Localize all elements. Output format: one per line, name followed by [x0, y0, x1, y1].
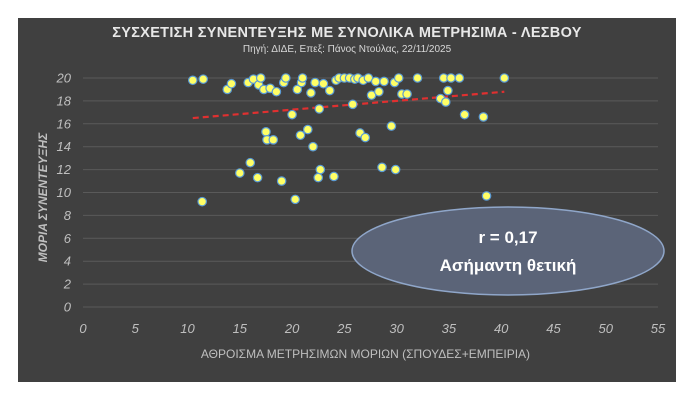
data-point — [499, 73, 510, 83]
data-point — [377, 162, 387, 173]
data-point — [402, 89, 412, 99]
y-tick-label: 8 — [64, 208, 72, 223]
data-point — [310, 77, 320, 88]
data-point — [252, 172, 263, 183]
data-point — [290, 194, 301, 205]
data-point — [318, 78, 329, 89]
chart-subtitle: Πηγή: ΔΙΔΕ, Επεξ: Πάνος Ντούλας, 22/11/2… — [242, 44, 452, 55]
data-point — [446, 73, 456, 83]
data-point — [481, 191, 492, 201]
y-tick-label: 12 — [57, 162, 72, 177]
data-point — [454, 73, 465, 83]
data-point — [268, 135, 279, 145]
correlation-callout — [351, 206, 665, 296]
y-tick-label: 18 — [57, 93, 72, 108]
data-point — [347, 99, 358, 110]
data-point — [440, 97, 451, 107]
x-tick-label: 25 — [336, 321, 352, 336]
data-point — [281, 73, 291, 83]
data-point — [306, 88, 316, 98]
data-point — [197, 196, 207, 207]
data-point — [198, 74, 209, 84]
data-point — [313, 172, 324, 183]
y-tick-label: 20 — [56, 71, 72, 86]
data-point — [374, 86, 384, 97]
y-tick-label: 4 — [64, 254, 71, 269]
data-point — [255, 73, 266, 83]
data-point — [459, 109, 470, 120]
data-point — [314, 104, 325, 114]
correlation-value: r = 0,17 — [478, 228, 537, 247]
correlation-description: Ασήμαντη θετική — [440, 256, 577, 275]
data-point — [261, 127, 271, 137]
data-point — [187, 75, 198, 86]
data-point — [271, 86, 282, 97]
data-point — [297, 73, 308, 83]
y-tick-label: 10 — [57, 185, 72, 200]
y-tick-label: 14 — [57, 139, 71, 154]
data-point — [386, 121, 397, 131]
x-tick-label: 50 — [598, 321, 613, 336]
x-tick-label: 0 — [79, 321, 87, 336]
x-axis-title: ΑΘΡΟΙΣΜΑ ΜΕΤΡΗΣΙΜΩΝ ΜΟΡΙΩΝ (ΣΠΟΥΔΕΣ+ΕΜΠΕ… — [201, 347, 530, 361]
data-point — [226, 78, 237, 89]
x-tick-label: 20 — [284, 321, 300, 336]
data-points — [187, 73, 510, 207]
data-point — [360, 132, 371, 143]
data-point — [393, 73, 404, 83]
trendline — [192, 90, 505, 120]
x-tick-label: 35 — [442, 321, 457, 336]
y-tick-labels: 0 2 4 6 8 10 12 14 16 18 20 — [56, 71, 72, 315]
x-tick-labels: 0 5 10 15 20 25 30 35 40 45 50 55 — [79, 321, 666, 336]
data-point — [443, 85, 453, 96]
y-tick-label: 6 — [64, 231, 72, 246]
x-tick-label: 30 — [389, 321, 404, 336]
x-tick-label: 40 — [494, 321, 509, 336]
data-point — [390, 164, 401, 175]
data-point — [412, 73, 423, 83]
y-tick-label: 0 — [64, 300, 72, 315]
data-point — [295, 130, 306, 141]
x-tick-label: 10 — [180, 321, 195, 336]
y-axis-title: ΜΟΡΙΑ ΣΥΝΕΝΤΕΥΞΗΣ — [36, 132, 50, 263]
chart-title: ΣΥΣΧΕΤΙΣΗ ΣΥΝΕΝΤΕΥΞΗΣ ΜΕ ΣΥΝΟΛΙΚΑ ΜΕΤΡΗΣ… — [112, 25, 582, 41]
data-point — [329, 171, 339, 182]
data-point — [315, 164, 326, 175]
data-point — [324, 85, 335, 96]
data-point — [287, 109, 297, 120]
x-tick-label: 15 — [233, 321, 248, 336]
data-point — [292, 84, 303, 95]
data-point — [276, 176, 287, 186]
x-tick-label: 45 — [546, 321, 561, 336]
data-point — [370, 76, 381, 87]
data-point — [302, 124, 313, 135]
y-tick-label: 16 — [57, 116, 72, 131]
y-tick-label: 2 — [63, 277, 72, 292]
data-point — [379, 76, 389, 87]
data-point — [245, 157, 256, 168]
x-tick-label: 55 — [651, 321, 666, 336]
data-point — [308, 141, 318, 152]
data-point — [478, 112, 489, 122]
data-point — [235, 168, 245, 178]
x-tick-label: 5 — [132, 321, 140, 336]
